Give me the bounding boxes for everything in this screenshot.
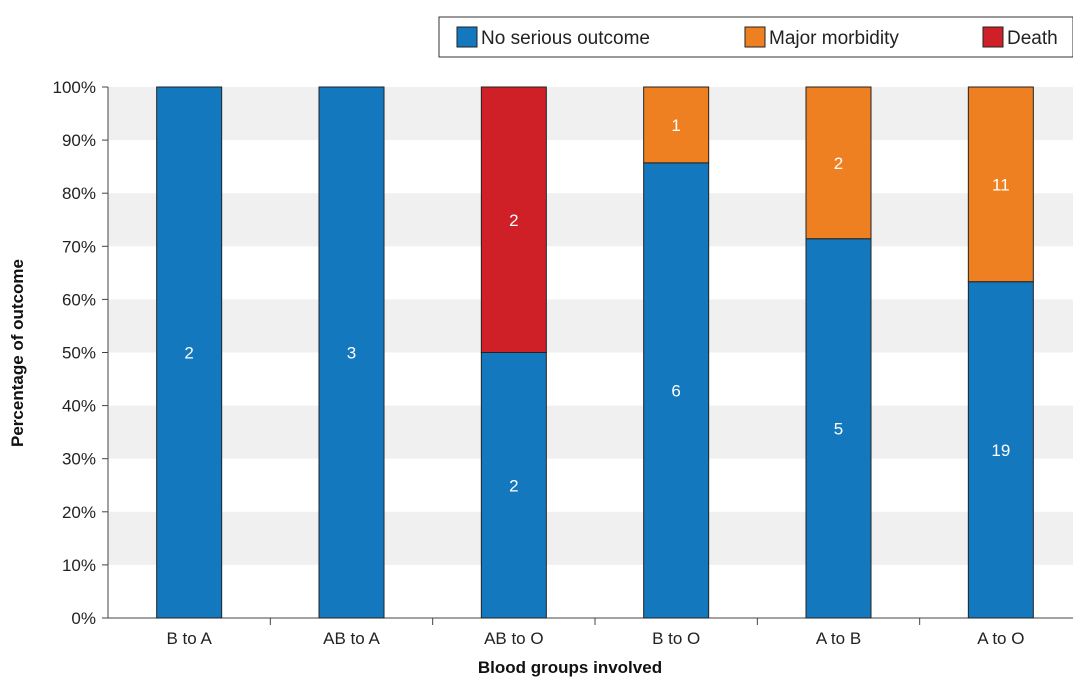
x-tick-label: AB to O (484, 629, 544, 648)
legend-label: Major morbidity (769, 28, 899, 49)
bar-segment (643, 162, 710, 619)
grid-band (108, 405, 1073, 459)
x-tick-label: B to O (652, 629, 700, 648)
y-tick-label: 100% (53, 78, 96, 97)
bar-value-label: 11 (992, 175, 1010, 194)
legend-swatch (982, 26, 1004, 48)
legend: No serious outcome Major morbidity Death (438, 16, 1073, 58)
legend-label: No serious outcome (481, 28, 650, 49)
bar-value-label: 1 (671, 116, 680, 135)
x-tick-label: A to O (977, 629, 1024, 648)
y-tick-label: 40% (62, 397, 96, 416)
bar-segment (480, 86, 547, 353)
grid-band (108, 87, 1073, 141)
y-tick-label: 60% (62, 290, 96, 309)
x-tick-label: A to B (816, 629, 861, 648)
y-tick-label: 50% (62, 344, 96, 363)
grid-band (108, 299, 1073, 353)
data-labels: 2 3 2 2 6 1 5 2 19 11 (184, 116, 1010, 495)
bar-value-label: 19 (991, 441, 1010, 460)
bar-segment (967, 86, 1034, 283)
bar-value-label: 3 (347, 344, 356, 363)
grid-band (108, 193, 1073, 247)
y-tick-label: 80% (62, 184, 96, 203)
bar-segment (318, 86, 385, 619)
x-axis: B to A AB to A AB to O B to O A to B A to O (108, 617, 1073, 648)
bar-segment (967, 281, 1034, 619)
y-axis-title: Percentage of outcome (8, 259, 27, 447)
grid-bands (108, 87, 1073, 565)
x-tick-label: B to A (166, 629, 212, 648)
y-tick-label: 70% (62, 237, 96, 256)
legend-swatch (744, 26, 766, 48)
bar-value-label: 2 (834, 154, 843, 173)
bar-value-label: 2 (509, 211, 518, 230)
y-tick-label: 20% (62, 503, 96, 522)
bar-value-label: 6 (671, 381, 680, 400)
y-tick-label: 10% (62, 556, 96, 575)
y-axis: 0% 10% 20% 30% 40% 50% 60% 70% 80% 90% 100% (53, 78, 109, 628)
bars (156, 86, 1034, 619)
y-tick-label: 90% (62, 131, 96, 150)
bar-value-label: 2 (509, 476, 518, 495)
y-tick-label: 0% (71, 609, 96, 628)
bar-segment (805, 238, 872, 619)
y-tick-label: 30% (62, 450, 96, 469)
x-axis-title: Blood groups involved (478, 658, 662, 677)
bar-segment (156, 86, 223, 619)
grid-band (108, 511, 1073, 565)
bar-value-label: 2 (184, 344, 193, 363)
legend-label: Death (1007, 28, 1058, 49)
bar-segment (805, 86, 872, 240)
bar-segment (643, 86, 710, 164)
bar-value-label: 5 (834, 419, 843, 438)
x-tick-label: AB to A (323, 629, 380, 648)
legend-swatch (456, 26, 478, 48)
